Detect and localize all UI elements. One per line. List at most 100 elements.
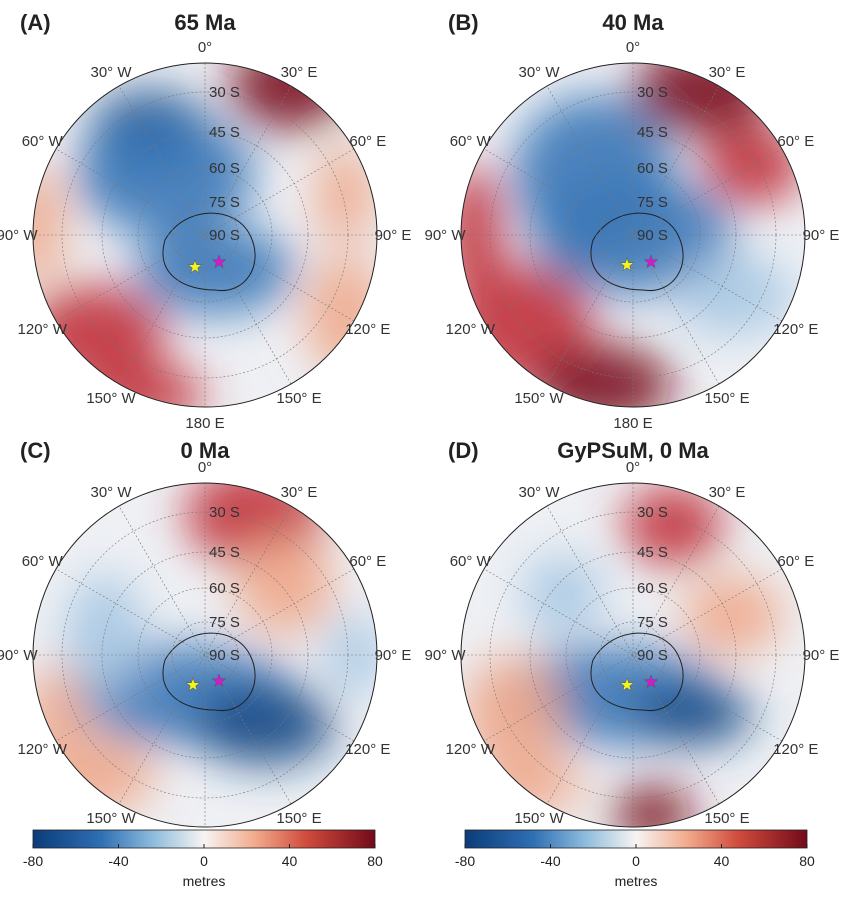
- longitude-label: 30° W: [518, 64, 560, 81]
- longitude-label: 30° E: [709, 484, 746, 501]
- coastline: [162, 212, 256, 292]
- station-star: [619, 677, 635, 692]
- longitude-label: 120° E: [345, 741, 390, 758]
- longitude-label: 150° W: [514, 390, 564, 407]
- longitude-label: 0°: [198, 459, 212, 476]
- panel-title: 0 Ma: [181, 438, 231, 463]
- anomaly: [483, 755, 583, 815]
- latitude-label: 45 S: [209, 544, 240, 561]
- longitude-label: 90° W: [424, 227, 466, 244]
- anomaly: [195, 685, 335, 765]
- longitude-label: 90° W: [0, 227, 38, 244]
- longitude-label: 120° W: [18, 741, 68, 758]
- latitude-label: 75 S: [209, 614, 240, 631]
- longitude-label: 150° W: [86, 810, 136, 827]
- anomaly: [683, 575, 783, 655]
- longitude-label: 150° E: [276, 390, 321, 407]
- longitude-label: 120° W: [18, 321, 68, 338]
- anomaly: [85, 365, 205, 407]
- meridian: [546, 505, 720, 805]
- map-border: [32, 482, 378, 828]
- map-border: [32, 62, 378, 408]
- colorbar-tick-label: 80: [799, 853, 815, 869]
- panel-label: (A): [20, 10, 51, 35]
- longitude-label: 90° E: [803, 647, 840, 664]
- latitude-label: 60 S: [209, 160, 240, 177]
- latitude-label: 30 S: [209, 504, 240, 521]
- colorbar-label: metres: [183, 873, 226, 889]
- latitude-circle: [599, 201, 667, 269]
- anomaly: [623, 485, 723, 565]
- colorbar-tick-label: -40: [540, 853, 560, 869]
- station-star: [643, 254, 659, 269]
- anomaly: [523, 555, 603, 635]
- anomaly: [703, 125, 803, 205]
- panel-title: GyPSuM, 0 Ma: [557, 438, 709, 463]
- longitude-label: 30° W: [90, 64, 132, 81]
- longitude-label: 120° E: [345, 321, 390, 338]
- meridian: [118, 85, 292, 385]
- panel-title: 40 Ma: [602, 10, 664, 35]
- longitude-label: 60° W: [450, 553, 492, 570]
- anomaly: [463, 655, 563, 775]
- colorbar-tick-label: -80: [23, 853, 43, 869]
- latitude-label: 75 S: [637, 614, 668, 631]
- latitude-label: 30 S: [637, 504, 668, 521]
- longitude-label: 120° E: [773, 741, 818, 758]
- latitude-label: 60 S: [209, 580, 240, 597]
- longitude-label: 30° W: [518, 484, 560, 501]
- longitude-label: 60° E: [349, 133, 386, 150]
- colorbar-tick-label: -80: [455, 853, 475, 869]
- longitude-label: 90° W: [424, 647, 466, 664]
- longitude-label: 150° E: [276, 810, 321, 827]
- latitude-label: 60 S: [637, 160, 668, 177]
- station-star: [211, 673, 227, 688]
- colorbar-tick-label: 40: [714, 853, 730, 869]
- latitude-label: 60 S: [637, 580, 668, 597]
- longitude-label: 90° E: [803, 227, 840, 244]
- latitude-label: 75 S: [637, 194, 668, 211]
- anomaly: [135, 225, 295, 315]
- longitude-label: 90° E: [375, 227, 412, 244]
- latitude-label: 90 S: [209, 647, 240, 664]
- longitude-label: 30° W: [90, 484, 132, 501]
- station-star: [619, 257, 635, 272]
- longitude-label: 60° W: [450, 133, 492, 150]
- longitude-label: 30° E: [709, 64, 746, 81]
- panel-label: (D): [448, 438, 479, 463]
- anomaly: [633, 685, 753, 745]
- longitude-label: 150° E: [704, 390, 749, 407]
- panel-title: 65 Ma: [174, 10, 236, 35]
- longitude-label: 180 E: [185, 415, 224, 432]
- colorbar-tick-label: -40: [108, 853, 128, 869]
- station-star: [187, 259, 203, 274]
- latitude-circle: [171, 621, 239, 689]
- latitude-label: 90 S: [637, 227, 668, 244]
- meridian: [118, 505, 292, 805]
- longitude-label: 0°: [626, 39, 640, 56]
- latitude-circle: [599, 621, 667, 689]
- map-border: [460, 62, 806, 408]
- longitude-label: 90° W: [0, 647, 38, 664]
- latitude-label: 30 S: [637, 84, 668, 101]
- colorbar-tick-label: 0: [200, 853, 208, 869]
- anomaly: [533, 345, 673, 407]
- longitude-label: 60° E: [777, 133, 814, 150]
- longitude-label: 30° E: [281, 64, 318, 81]
- longitude-label: 150° W: [514, 810, 564, 827]
- anomaly-field: [33, 63, 377, 407]
- longitude-label: 0°: [198, 39, 212, 56]
- anomaly: [65, 575, 145, 695]
- anomaly: [33, 165, 65, 285]
- anomaly: [75, 115, 255, 235]
- longitude-label: 180 E: [613, 415, 652, 432]
- longitude-label: 150° W: [86, 390, 136, 407]
- colorbar-tick-label: 40: [282, 853, 298, 869]
- meridian: [546, 85, 720, 385]
- colorbar-tick-label: 0: [632, 853, 640, 869]
- panel-label: (B): [448, 10, 479, 35]
- latitude-label: 45 S: [637, 124, 668, 141]
